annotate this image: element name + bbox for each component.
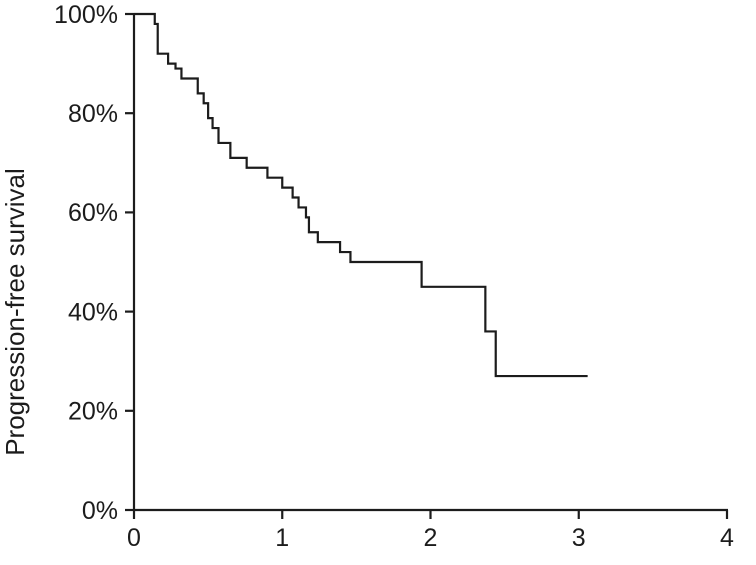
y-tick-label: 60%	[68, 199, 118, 227]
x-tick-label: 3	[572, 524, 586, 552]
y-tick-label: 80%	[68, 100, 118, 128]
y-tick-label: 0%	[82, 497, 118, 525]
y-tick-label: 100%	[54, 1, 118, 29]
x-tick-label: 4	[720, 524, 734, 552]
x-tick-label: 2	[424, 524, 438, 552]
y-tick-label: 40%	[68, 298, 118, 326]
x-tick-label: 0	[127, 524, 141, 552]
survival-step-curve	[134, 12, 588, 378]
y-tick-label: 20%	[68, 398, 118, 426]
x-tick-label: 1	[275, 524, 289, 552]
y-axis-title: Progression-free survival	[0, 168, 30, 456]
